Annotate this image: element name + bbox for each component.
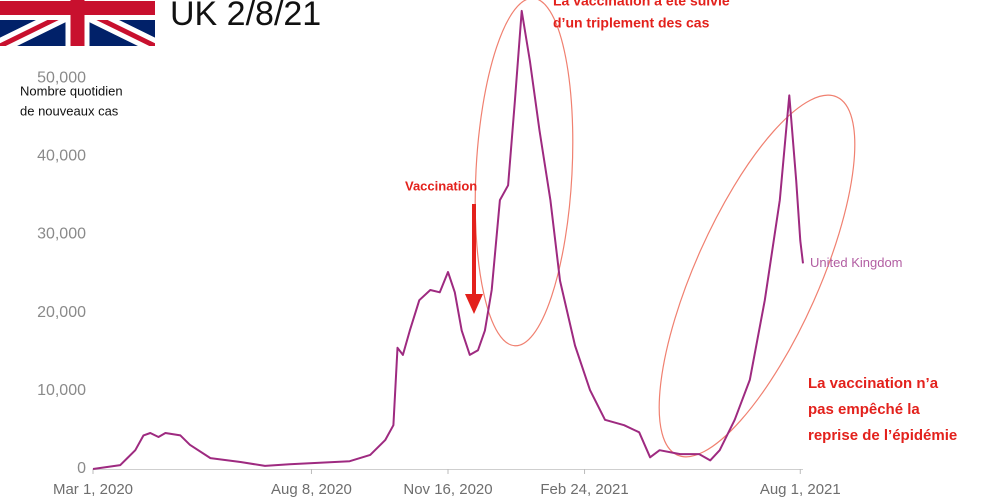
y-tick-label: 30,000	[37, 226, 86, 243]
x-tick-label: Aug 8, 2020	[271, 481, 352, 498]
annotation: d’un triplement des cas	[553, 15, 710, 31]
annotation: La vaccination n’a	[808, 375, 939, 392]
series-label: United Kingdom	[810, 255, 903, 270]
y-tick-label: 50,000	[37, 69, 86, 86]
x-tick-label: Nov 16, 2020	[403, 481, 492, 498]
y-tick-label: 0	[77, 460, 86, 477]
x-tick-label: Mar 1, 2020	[53, 481, 133, 498]
data-line	[92, 9, 804, 470]
highlight-ellipse	[658, 94, 856, 458]
annotation: reprise de l’épidémie	[808, 427, 957, 444]
y-tick-label: 20,000	[37, 304, 86, 321]
vaccination-arrowhead	[465, 294, 483, 314]
x-tick-label: Feb 24, 2021	[540, 481, 628, 498]
y-tick-label: 10,000	[37, 382, 86, 399]
annotation: La vaccination a été suivie	[553, 0, 730, 9]
y-axis-label: Nombre quotidien	[20, 83, 123, 98]
chart-title: UK 2/8/21	[170, 0, 321, 33]
y-tick-label: 40,000	[37, 148, 86, 165]
x-tick-label: Aug 1, 2021	[760, 481, 841, 498]
y-axis-label: de nouveaux cas	[20, 103, 119, 118]
highlight-ellipse	[474, 0, 574, 347]
annotation: pas empêché la	[808, 401, 920, 418]
annotation: Vaccination	[405, 178, 477, 193]
uk-flag	[0, 0, 155, 46]
